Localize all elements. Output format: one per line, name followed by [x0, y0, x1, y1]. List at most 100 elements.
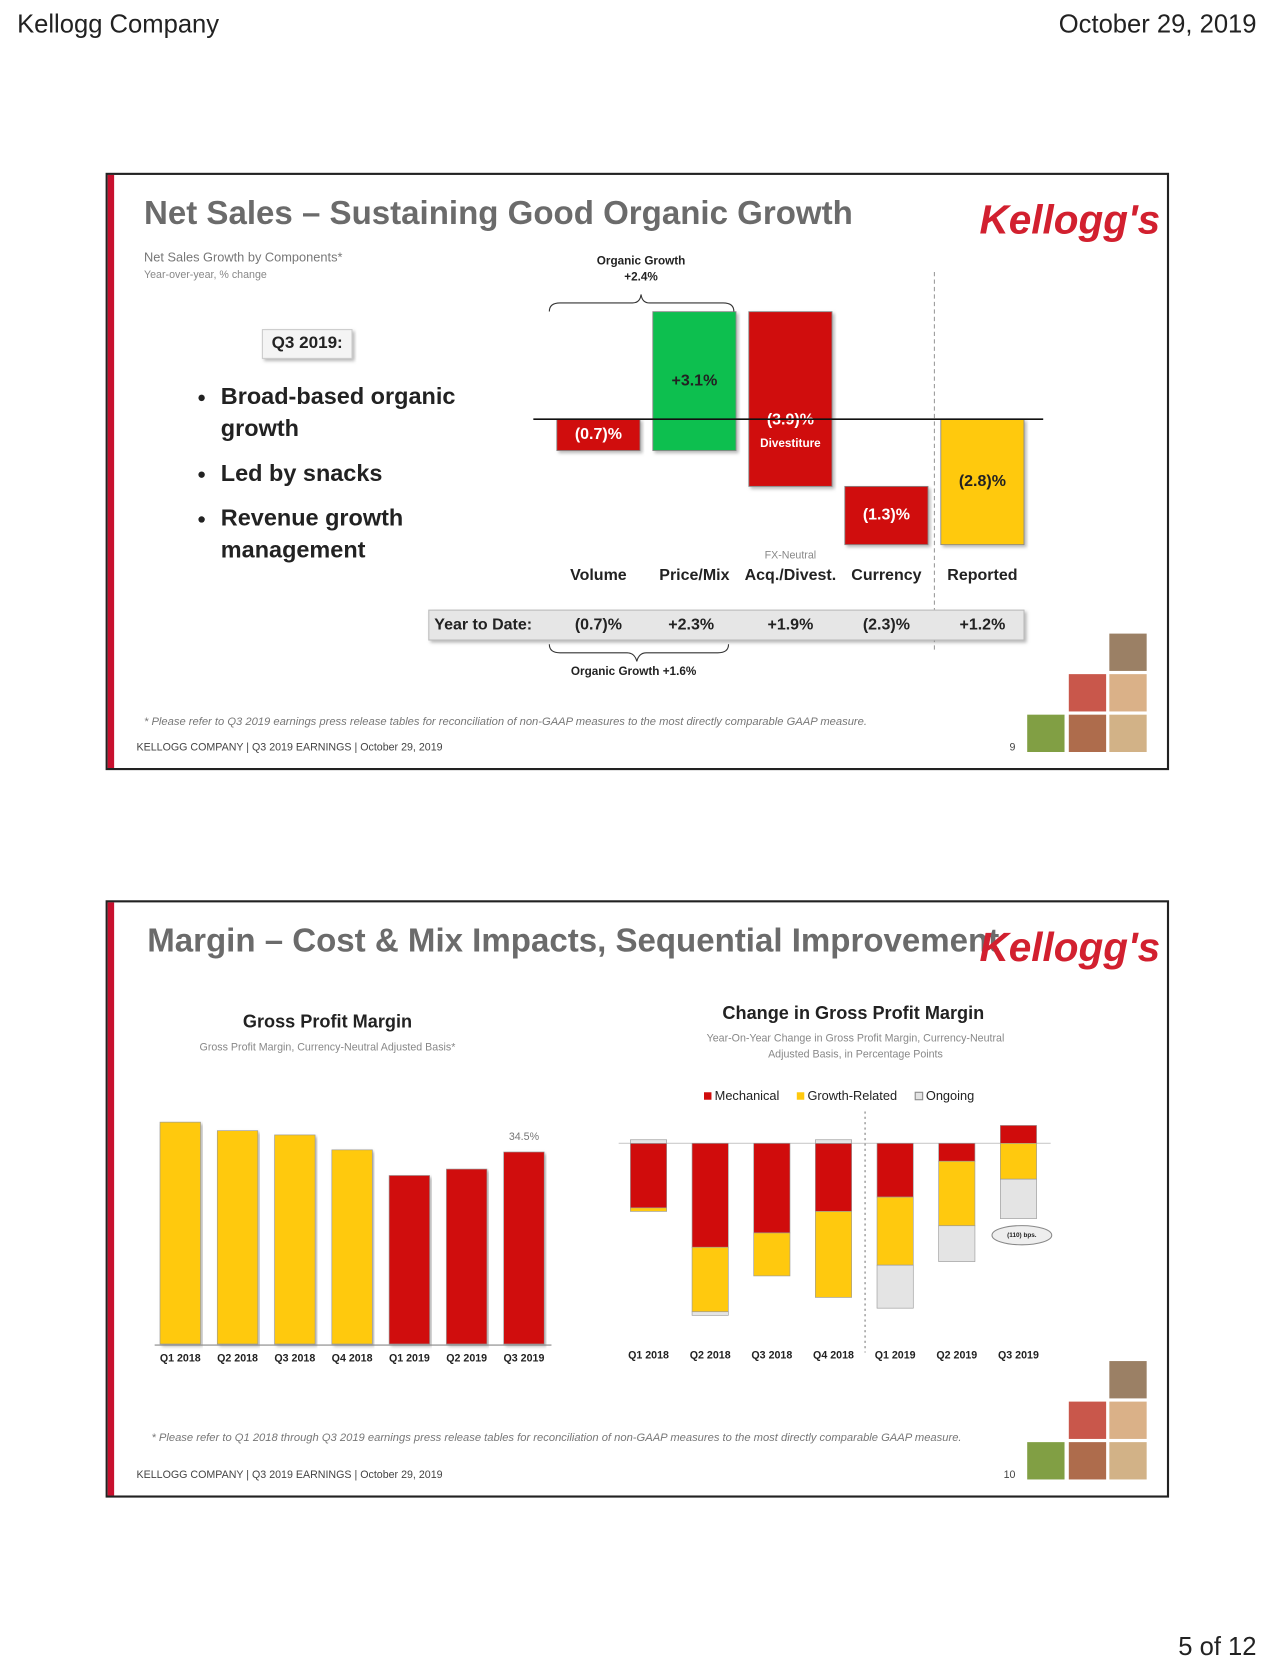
x-tick-label: Q3 2018 — [274, 1353, 315, 1365]
x-tick-label: Q3 2018 — [751, 1350, 792, 1362]
slide-title: Net Sales – Sustaining Good Organic Grow… — [144, 195, 853, 232]
bar — [388, 1175, 430, 1345]
photo-tile — [1109, 1361, 1147, 1399]
x-tick-label: Q1 2019 — [389, 1353, 430, 1365]
stacked-segment — [876, 1143, 914, 1198]
footnote: * Please refer to Q1 2018 through Q3 201… — [151, 1432, 961, 1444]
stacked-segment — [999, 1125, 1037, 1144]
waterfall-bar — [940, 418, 1025, 546]
x-tick-label: Q2 2019 — [936, 1350, 977, 1362]
bar — [331, 1149, 373, 1345]
category-note: FX-Neutral — [765, 550, 817, 562]
stacked-segment — [815, 1139, 852, 1144]
logo: Kellogg's — [980, 197, 1161, 243]
x-tick-label: Q2 2018 — [690, 1350, 731, 1362]
stacked-segment — [691, 1143, 729, 1248]
stacked-segment — [630, 1143, 667, 1209]
annotation: (110) bps. — [1007, 1232, 1037, 1239]
slide-accent — [107, 902, 115, 1496]
category-label: Price/Mix — [659, 567, 729, 584]
ytd-value: +1.9% — [767, 616, 813, 633]
bullet-text: growth — [221, 415, 299, 441]
slide-number: 10 — [1004, 1469, 1016, 1481]
chart-subtitle: Year-over-year, % change — [144, 269, 267, 281]
brace — [548, 294, 735, 312]
organic-label: Organic Growth — [597, 254, 686, 267]
waterfall-bar — [652, 311, 737, 451]
chart-title: Gross Profit Margin — [243, 1012, 412, 1032]
ytd-value: +1.2% — [959, 616, 1005, 633]
slide-accent — [107, 174, 115, 768]
legend-swatch — [796, 1092, 805, 1100]
stacked-segment — [938, 1160, 976, 1227]
footnote: * Please refer to Q3 2019 earnings press… — [144, 716, 867, 728]
annotation-bubble — [991, 1225, 1053, 1246]
bar — [446, 1168, 488, 1345]
stacked-segment — [876, 1264, 914, 1309]
photo-tile — [1109, 1442, 1147, 1480]
bar-note: Divestiture — [760, 437, 821, 450]
stacked-segment — [938, 1225, 976, 1262]
bullet-dot — [198, 394, 205, 402]
bar — [159, 1121, 201, 1345]
photo-tile — [1068, 1442, 1107, 1480]
photo-tile — [1109, 714, 1147, 752]
x-tick-label: Q1 2019 — [875, 1350, 916, 1362]
stacked-segment — [815, 1143, 852, 1212]
stacked-segment — [753, 1143, 791, 1234]
bar — [274, 1134, 316, 1345]
x-tick-label: Q3 2019 — [504, 1353, 545, 1365]
callout-box — [261, 329, 353, 359]
category-label: Reported — [947, 567, 1017, 584]
ytd-row — [428, 609, 1025, 641]
footer: KELLOGG COMPANY | Q3 2019 EARNINGS | Oct… — [137, 1469, 443, 1481]
stacked-segment — [876, 1196, 914, 1266]
header-left: Kellogg Company — [17, 10, 219, 38]
chart-title: Net Sales Growth by Components* — [144, 250, 342, 265]
chart-title: Change in Gross Profit Margin — [722, 1003, 984, 1023]
legend-label: Mechanical — [715, 1088, 780, 1103]
legend-label: Ongoing — [926, 1088, 974, 1103]
photo-tile — [1068, 674, 1107, 712]
bar — [216, 1130, 259, 1345]
category-label: Currency — [851, 567, 921, 584]
photo-tile — [1109, 674, 1147, 712]
stacked-segment — [691, 1246, 729, 1313]
bullet-dot — [198, 516, 205, 523]
brace — [548, 644, 730, 662]
legend-swatch — [914, 1091, 924, 1101]
ytd-value: (0.7)% — [575, 616, 622, 633]
photo-tile — [1068, 1401, 1107, 1439]
value-label: 34.5% — [509, 1131, 540, 1143]
ytd-label: Year to Date: — [434, 616, 532, 633]
stacked-segment — [691, 1311, 729, 1316]
x-tick-label: Q2 2018 — [217, 1353, 258, 1365]
callout: Q3 2019: — [272, 333, 343, 352]
ytd-value: (2.3)% — [863, 616, 910, 633]
chart-subtitle: Gross Profit Margin, Currency-Neutral Ad… — [200, 1041, 456, 1053]
x-tick-label: Q2 2019 — [446, 1353, 487, 1365]
chart-subtitle: Year-On-Year Change in Gross Profit Marg… — [707, 1033, 1005, 1045]
x-tick-label: Q1 2018 — [628, 1350, 669, 1362]
footer: KELLOGG COMPANY | Q3 2019 EARNINGS | Oct… — [137, 742, 443, 754]
x-tick-label: Q3 2019 — [998, 1350, 1039, 1362]
header-right: October 29, 2019 — [1059, 10, 1257, 38]
value-label: (3.9)% — [767, 412, 814, 429]
ytd-value: +2.3% — [668, 616, 714, 633]
x-tick-label: Q4 2018 — [813, 1350, 854, 1362]
category-label: Volume — [570, 567, 627, 584]
value-label: +3.1% — [671, 372, 717, 389]
slide-number: 9 — [1010, 742, 1016, 754]
photo-tile — [1027, 714, 1065, 752]
stacked-segment — [999, 1178, 1037, 1219]
stacked-segment — [630, 1207, 667, 1212]
stacked-segment — [938, 1143, 976, 1162]
photo-tile — [1027, 1442, 1065, 1480]
bullet-text: Broad-based organic — [221, 383, 456, 409]
photo-tile — [1109, 633, 1147, 671]
value-label: (1.3)% — [863, 507, 910, 524]
x-tick-label: Q4 2018 — [332, 1353, 373, 1365]
organic-value: +2.4% — [624, 270, 658, 283]
bullet-text: Revenue growth — [221, 505, 403, 531]
